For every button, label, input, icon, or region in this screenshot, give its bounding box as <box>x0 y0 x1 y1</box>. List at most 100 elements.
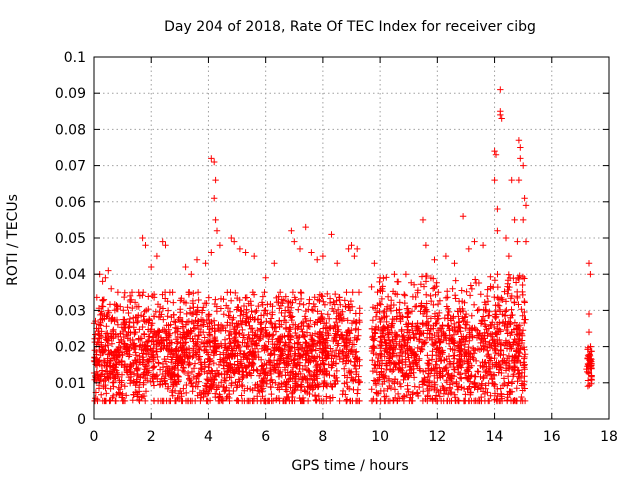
data-point <box>163 330 170 337</box>
data-point <box>409 327 416 334</box>
data-point <box>136 358 143 366</box>
data-point <box>212 176 219 184</box>
data-point <box>264 310 271 317</box>
data-point <box>463 288 470 295</box>
data-point <box>264 346 272 353</box>
data-point <box>259 293 267 300</box>
data-point <box>422 339 429 346</box>
data-point <box>354 390 361 397</box>
data-point <box>255 337 263 344</box>
data-point <box>269 340 276 348</box>
data-point <box>505 252 513 260</box>
data-point <box>284 298 292 305</box>
data-point <box>436 309 443 317</box>
data-point <box>92 331 99 338</box>
data-point <box>319 335 327 342</box>
data-point <box>178 295 185 302</box>
data-point <box>267 350 274 357</box>
data-point <box>316 345 324 352</box>
data-point <box>504 321 511 328</box>
data-point <box>397 383 405 390</box>
data-point <box>345 327 352 334</box>
data-point <box>131 345 138 353</box>
data-point <box>159 238 166 245</box>
data-point <box>511 216 518 224</box>
data-point <box>416 365 423 372</box>
data-point <box>301 362 309 370</box>
data-point <box>355 376 362 384</box>
data-point <box>199 317 207 324</box>
data-point <box>313 397 320 405</box>
data-point <box>226 313 233 321</box>
data-point <box>410 281 418 288</box>
data-point <box>330 337 337 345</box>
data-point <box>431 256 438 263</box>
data-point <box>176 317 184 324</box>
data-point <box>475 368 482 376</box>
data-point <box>514 238 521 245</box>
data-point <box>248 341 256 349</box>
data-point <box>327 345 334 352</box>
data-point <box>483 367 490 375</box>
data-point <box>257 397 265 405</box>
data-point <box>432 361 439 368</box>
data-point <box>189 388 196 395</box>
data-point <box>210 352 218 359</box>
data-point <box>209 325 216 332</box>
data-point <box>113 316 121 324</box>
data-point <box>464 358 472 365</box>
data-point <box>177 353 184 360</box>
data-point <box>427 292 434 300</box>
data-point <box>192 317 199 324</box>
data-point <box>282 381 289 388</box>
data-point <box>140 330 148 338</box>
data-point <box>341 365 348 372</box>
data-point <box>144 338 151 345</box>
data-point <box>246 322 253 329</box>
data-point <box>342 360 349 367</box>
data-point <box>112 397 120 405</box>
data-point <box>446 361 454 369</box>
data-point <box>99 297 107 304</box>
data-point <box>445 312 452 319</box>
data-point <box>188 397 196 405</box>
data-point <box>322 339 329 347</box>
data-point <box>275 373 283 380</box>
data-point <box>493 311 500 318</box>
data-point <box>263 318 270 325</box>
data-point <box>193 256 201 263</box>
data-point <box>192 349 199 357</box>
data-point <box>95 330 103 337</box>
data-point <box>230 326 238 333</box>
data-point <box>309 340 316 348</box>
data-point <box>425 387 433 394</box>
data-point <box>309 332 316 339</box>
data-point <box>335 306 342 313</box>
data-point <box>391 386 399 393</box>
data-point <box>244 385 251 392</box>
data-point <box>326 295 334 302</box>
data-point <box>195 378 202 385</box>
data-point <box>117 344 124 352</box>
data-point <box>477 291 484 298</box>
data-point <box>433 319 440 327</box>
data-point <box>349 377 357 385</box>
data-point <box>499 382 507 389</box>
data-point <box>106 397 114 405</box>
data-point <box>211 333 218 341</box>
data-point <box>431 365 438 373</box>
data-point <box>515 137 523 144</box>
data-point <box>190 365 198 372</box>
data-point <box>333 297 340 304</box>
data-point <box>450 340 457 347</box>
data-point <box>346 307 354 314</box>
y-tick-label: 0 <box>77 412 86 428</box>
data-point <box>223 394 230 402</box>
data-point <box>486 308 493 315</box>
data-point <box>316 291 324 298</box>
data-point <box>491 277 499 284</box>
data-point <box>393 331 401 338</box>
data-point <box>308 353 316 360</box>
data-point <box>441 314 448 322</box>
data-point <box>195 356 203 363</box>
